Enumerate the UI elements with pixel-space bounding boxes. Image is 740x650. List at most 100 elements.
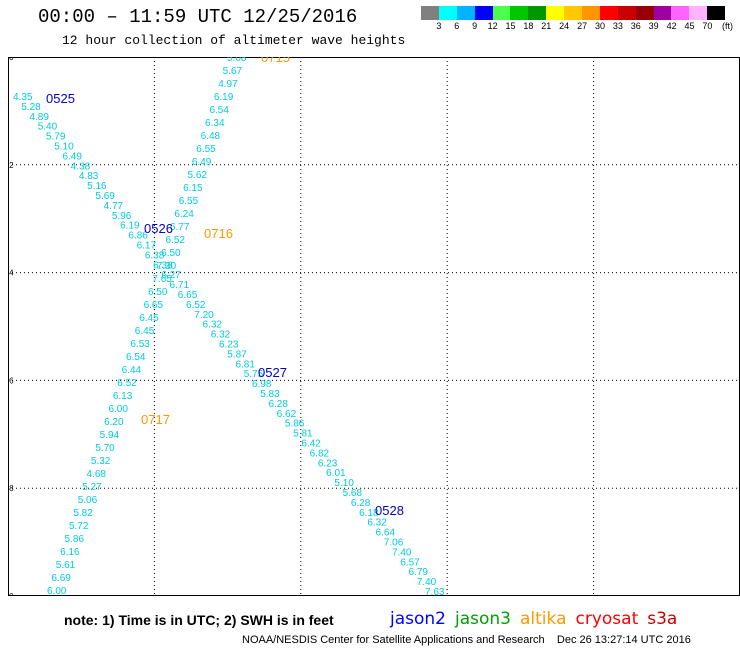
- wave-height-sample: 5.86: [65, 534, 85, 545]
- legend-label: 33: [612, 21, 623, 31]
- wave-height-sample: 4.77: [104, 201, 124, 212]
- wave-height-sample: 5.82: [73, 508, 93, 519]
- satellite-cryosat: cryosat: [575, 609, 639, 629]
- legend-swatch: [671, 6, 690, 20]
- wave-height-sample: 5.62: [187, 170, 207, 181]
- legend-swatch: [564, 6, 583, 20]
- legend-swatch: [707, 6, 726, 20]
- legend-swatch: [456, 6, 475, 20]
- wave-height-sample: 6.53: [130, 339, 150, 350]
- wave-height-sample: 6.13: [113, 391, 133, 402]
- legend-swatch: [689, 6, 708, 20]
- wave-height-sample: 6.52: [117, 378, 137, 389]
- wave-height-sample: 5.81: [293, 429, 313, 440]
- wave-height-sample: 6.52: [186, 300, 206, 311]
- legend-label: 9: [472, 21, 478, 31]
- legend-label: 70: [702, 21, 713, 31]
- wave-height-sample: 6.00: [47, 586, 67, 596]
- legend-swatch: [617, 6, 636, 20]
- wave-height-sample: 7.63: [425, 587, 445, 596]
- color-legend-unit: (ft): [722, 21, 733, 31]
- wave-height-sample: 6.45: [135, 326, 155, 337]
- wave-height-sample: 6.32: [211, 330, 231, 341]
- color-legend: [421, 6, 726, 20]
- wave-height-sample: 6.48: [201, 131, 221, 142]
- wave-height-sample: 6.77: [170, 222, 190, 233]
- wave-height-sample: 5.79: [46, 132, 66, 143]
- satellite-s3a: s3a: [647, 609, 678, 629]
- wave-height-sample: 5.70: [95, 443, 115, 454]
- lat-tick-label: -48: [8, 484, 14, 493]
- legend-label: 42: [666, 21, 677, 31]
- wave-height-sample: 5.28: [21, 102, 41, 113]
- wave-height-sample: 6.71: [170, 280, 190, 291]
- wave-height-sample: 5.67: [223, 66, 243, 77]
- wave-height-sample: 5.68: [343, 488, 363, 499]
- wave-height-sample: 6.38: [153, 260, 173, 271]
- legend-swatch: [546, 6, 565, 20]
- wave-height-sample: 5.72: [69, 521, 89, 532]
- wave-height-sample: 6.79: [409, 567, 429, 578]
- legend-swatch: [635, 6, 654, 20]
- wave-height-sample: 5.27: [82, 482, 102, 493]
- legend-label: 15: [505, 21, 516, 31]
- wave-height-sample: 5.40: [38, 122, 58, 133]
- footer-note: note: 1) Time is in UTC; 2) SWH is in fe…: [64, 612, 334, 628]
- wave-height-sample: 6.50: [148, 287, 168, 298]
- credit-text: NOAA/NESDIS Center for Satellite Applica…: [242, 634, 545, 646]
- pass-time-label: 0527: [258, 365, 287, 380]
- wave-height-sample: 6.54: [209, 105, 229, 116]
- wave-height-sample: 6.20: [104, 417, 124, 428]
- legend-label: 24: [559, 21, 570, 31]
- wave-height-sample: 5.08: [227, 57, 247, 64]
- legend-label: 30: [594, 21, 606, 31]
- wave-height-sample: 6.45: [139, 313, 159, 324]
- wave-height-sample: 6.19: [120, 221, 140, 232]
- wave-height-sample: 6.98: [252, 379, 272, 390]
- wave-height-sample: 6.49: [62, 151, 82, 162]
- lat-tick-label: -46: [8, 376, 14, 385]
- legend-swatch: [582, 6, 600, 20]
- wave-height-sample: 5.61: [56, 560, 76, 571]
- legend-label: 12: [487, 21, 498, 31]
- page-subtitle: 12 hour collection of altimeter wave hei…: [62, 33, 406, 48]
- wave-height-sample: 7.40: [417, 577, 437, 588]
- color-legend-labels: 3 6 9 12 15 18 21 24 27 30 33 36 39 42 45 70: [421, 21, 740, 33]
- lat-tick-label: -40: [8, 57, 14, 62]
- legend-swatch: [653, 6, 672, 20]
- wave-height-sample: 6.17: [137, 241, 157, 252]
- satellite-jason2: jason2: [390, 609, 446, 629]
- legend-swatch: [528, 6, 547, 20]
- legend-label: 18: [523, 21, 534, 31]
- wave-height-sample: 6.15: [183, 183, 203, 194]
- pass-time-label: 0525: [46, 91, 75, 106]
- wave-height-sample: 4.83: [79, 171, 99, 182]
- wave-height-sample: 6.38: [145, 250, 165, 261]
- wave-height-sample: 4.89: [29, 112, 49, 123]
- wave-height-sample: 6.32: [203, 320, 223, 331]
- wave-height-sample: 6.65: [178, 290, 198, 301]
- wave-height-sample: 6.49: [192, 157, 212, 168]
- wave-height-sample: 7.06: [384, 538, 404, 549]
- wave-height-sample: 6.28: [351, 498, 371, 509]
- wave-height-sample: 4.97: [218, 79, 238, 90]
- wave-height-sample: 6.18: [359, 508, 379, 519]
- pass-time-label: 0526: [144, 221, 173, 236]
- wave-height-sample: 6.24: [174, 209, 194, 220]
- wave-height-sample: 4.68: [87, 469, 107, 480]
- wave-height-sample: 6.32: [367, 518, 387, 529]
- wave-height-sample: 5.87: [227, 349, 247, 360]
- pass-time-label: 0715: [261, 57, 290, 65]
- wave-height-sample: 6.55: [196, 144, 216, 155]
- wave-height-sample: 5.06: [78, 495, 98, 506]
- legend-swatch: [599, 6, 618, 20]
- wave-height-sample: 6.54: [126, 352, 146, 363]
- wave-height-sample: 4.35: [13, 92, 33, 103]
- satellite-legend: jason2 jason3 altika cryosat s3a: [390, 609, 686, 629]
- legend-swatch: [421, 6, 439, 20]
- wave-height-sample: 5.32: [91, 456, 111, 467]
- pass-time-label: 0716: [204, 226, 233, 241]
- wave-height-sample: 6.81: [235, 359, 255, 370]
- legend-label: 6: [454, 21, 460, 31]
- legend-swatch: [510, 6, 529, 20]
